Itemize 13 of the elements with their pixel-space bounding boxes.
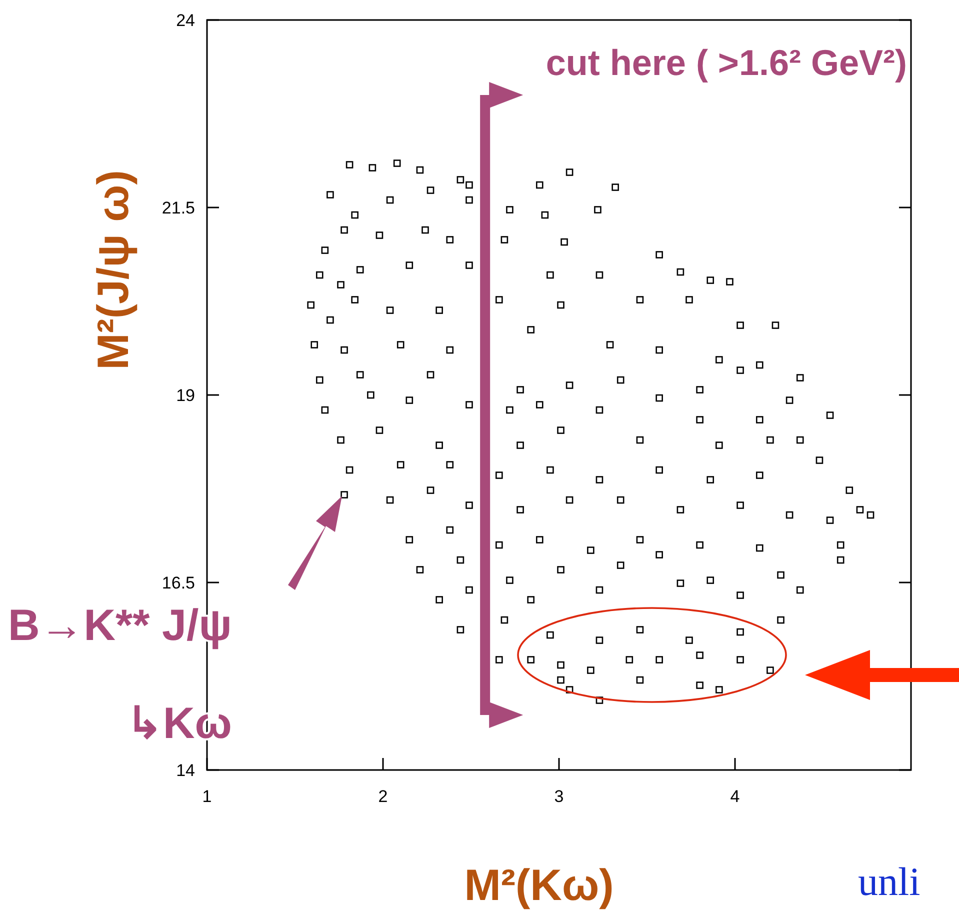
x-tick-label: 1	[202, 787, 212, 806]
y-tick-label: 21.5	[162, 198, 195, 218]
x-tick-label: 2	[378, 787, 388, 806]
y-tick-label: 19	[176, 386, 195, 405]
x-tick-label: 3	[554, 787, 564, 806]
y-tick-label: 14	[176, 761, 195, 780]
x-tick-label: 4	[730, 787, 740, 806]
text: unli	[858, 859, 920, 904]
y-axis-title: M²(J/ψ ω)	[89, 170, 138, 370]
y-tick-label: 16.5	[162, 574, 195, 592]
ref-line-label: cut here ( >1.6² GeV²)	[546, 42, 907, 83]
x-axis-title: M²(Kω)	[464, 861, 614, 910]
y-tick-label: 24	[176, 11, 195, 30]
